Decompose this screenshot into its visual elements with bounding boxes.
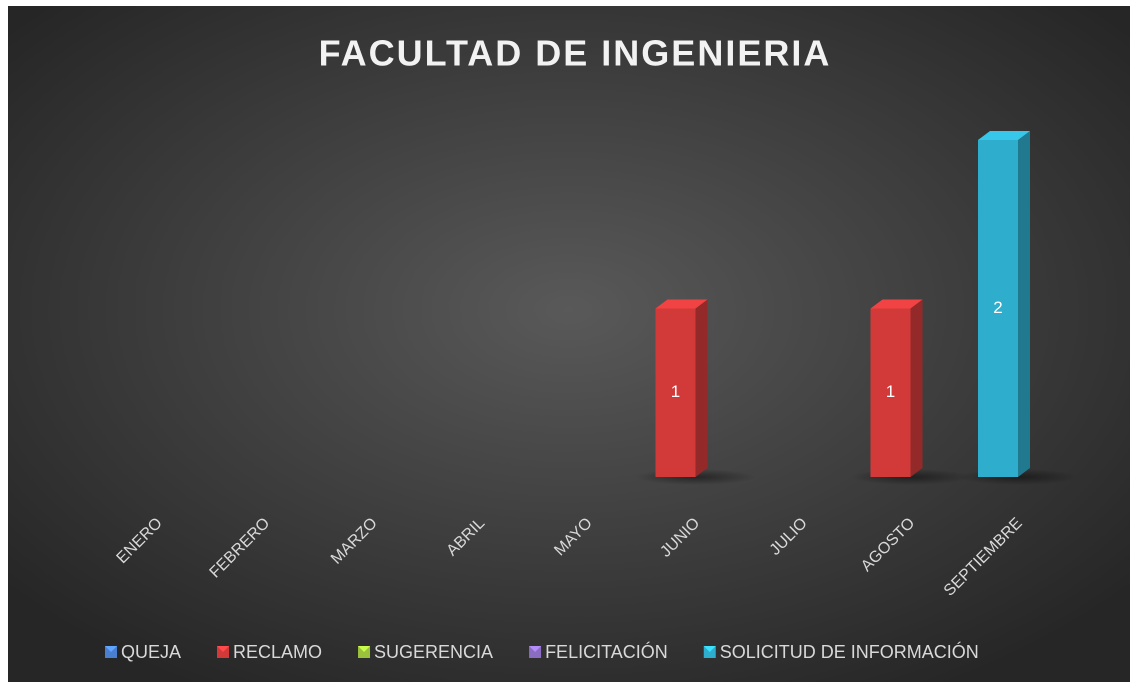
- data-label: 1: [671, 382, 680, 401]
- bar-front: [655, 308, 696, 477]
- legend-marker-notch: [703, 646, 716, 652]
- bar-top: [870, 299, 923, 309]
- legend-label: SUGERENCIA: [374, 642, 493, 662]
- bar-front: [870, 308, 911, 477]
- chart-title: FACULTAD DE INGENIERIA: [319, 33, 832, 74]
- data-label: 1: [886, 382, 895, 401]
- legend-label: QUEJA: [121, 642, 181, 662]
- legend-label: SOLICITUD DE INFORMACIÓN: [720, 641, 979, 662]
- bar: [958, 131, 1078, 485]
- legend-marker-notch: [105, 646, 117, 652]
- bar-side: [1018, 131, 1030, 477]
- bar: [635, 299, 756, 485]
- chart-area: [8, 6, 1130, 682]
- bar-side: [695, 299, 708, 477]
- data-label: 2: [993, 298, 1002, 317]
- bar: [850, 299, 971, 485]
- bar-top: [655, 299, 708, 309]
- legend-marker-notch: [529, 646, 542, 652]
- bar-side: [910, 299, 923, 477]
- legend-marker-notch: [217, 646, 230, 652]
- legend-label: RECLAMO: [233, 642, 322, 662]
- legend-label: FELICITACIÓN: [545, 641, 668, 662]
- bar-top: [978, 131, 1030, 140]
- legend-marker-notch: [358, 646, 371, 652]
- bar-front: [978, 140, 1018, 477]
